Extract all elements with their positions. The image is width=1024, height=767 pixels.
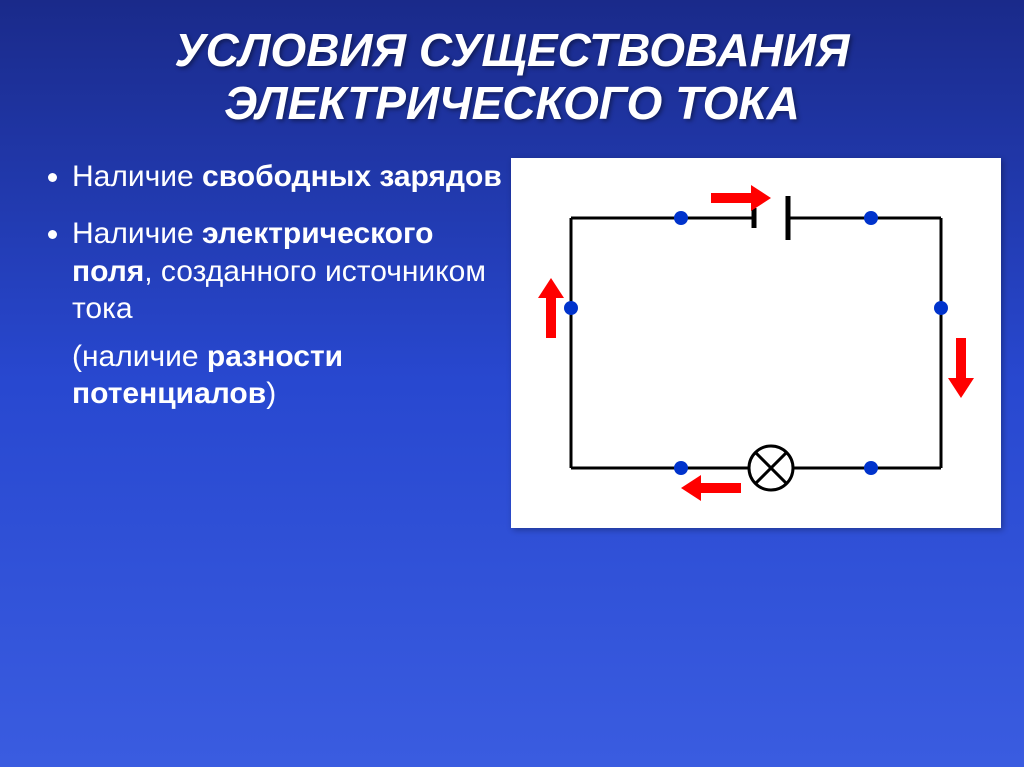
b2-pre: Наличие — [72, 217, 202, 250]
tr-post: ) — [266, 377, 276, 410]
b1-pre: Наличие — [72, 160, 202, 193]
bullet-item-1: Наличие свободных зарядов — [72, 158, 502, 196]
bullet-list: Наличие свободных зарядов Наличие электр… — [14, 158, 502, 413]
b1-bold: свободных зарядов — [202, 160, 502, 193]
circuit-diagram — [511, 158, 1001, 528]
slide-title: УСЛОВИЯ СУЩЕСТВОВАНИЯ ЭЛЕКТРИЧЕСКОГО ТОК… — [0, 0, 1024, 138]
bullet-item-2: Наличие электрического поля, созданного … — [72, 215, 502, 328]
diagram-container — [502, 158, 1010, 528]
trailing-line: (наличие разности потенциалов) — [32, 338, 502, 413]
tr-pre: (наличие — [72, 340, 207, 373]
content-row: Наличие свободных зарядов Наличие электр… — [0, 138, 1024, 528]
